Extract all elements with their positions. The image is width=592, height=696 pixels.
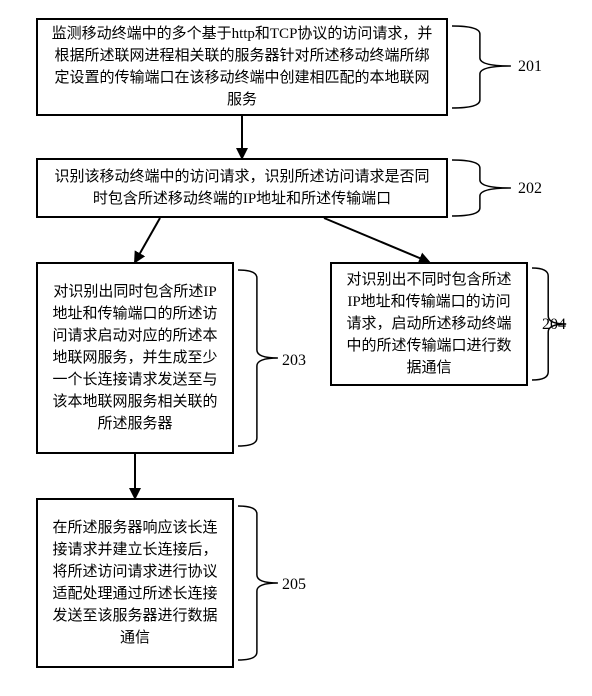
flow-node-n202: 识别该移动终端中的访问请求，识别所述访问请求是否同时包含所述移动终端的IP地址和… (36, 158, 448, 218)
brace-l202 (452, 160, 511, 216)
brace-l205 (238, 506, 278, 660)
flow-label-l205: 205 (282, 576, 306, 594)
brace-l203 (238, 270, 278, 446)
flow-node-text: 对识别出同时包含所述IP地址和传输端口的所述访问请求启动对应的所述本地联网服务，… (48, 281, 222, 435)
flow-node-text: 识别该移动终端中的访问请求，识别所述访问请求是否同时包含所述移动终端的IP地址和… (48, 166, 436, 210)
flow-label-l202: 202 (518, 180, 542, 198)
flow-node-n205: 在所述服务器响应该长连接请求并建立长连接后，将所述访问请求进行协议适配处理通过所… (36, 498, 234, 668)
flowchart-canvas: 监测移动终端中的多个基于http和TCP协议的访问请求，并根据所述联网进程相关联… (0, 0, 592, 696)
flow-label-l204: 204 (542, 316, 566, 334)
edge-n202-n204 (324, 218, 429, 262)
flow-node-text: 监测移动终端中的多个基于http和TCP协议的访问请求，并根据所述联网进程相关联… (48, 23, 436, 111)
flow-node-n201: 监测移动终端中的多个基于http和TCP协议的访问请求，并根据所述联网进程相关联… (36, 18, 448, 116)
flow-node-n204: 对识别出不同时包含所述IP地址和传输端口的访问请求，启动所述移动终端中的所述传输… (330, 262, 528, 386)
flow-node-n203: 对识别出同时包含所述IP地址和传输端口的所述访问请求启动对应的所述本地联网服务，… (36, 262, 234, 454)
flow-node-text: 对识别出不同时包含所述IP地址和传输端口的访问请求，启动所述移动终端中的所述传输… (342, 269, 516, 379)
flow-label-l201: 201 (518, 58, 542, 76)
edge-n202-n203 (135, 218, 160, 262)
brace-l201 (452, 26, 511, 108)
flow-node-text: 在所述服务器响应该长连接请求并建立长连接后，将所述访问请求进行协议适配处理通过所… (48, 517, 222, 649)
flow-label-l203: 203 (282, 352, 306, 370)
